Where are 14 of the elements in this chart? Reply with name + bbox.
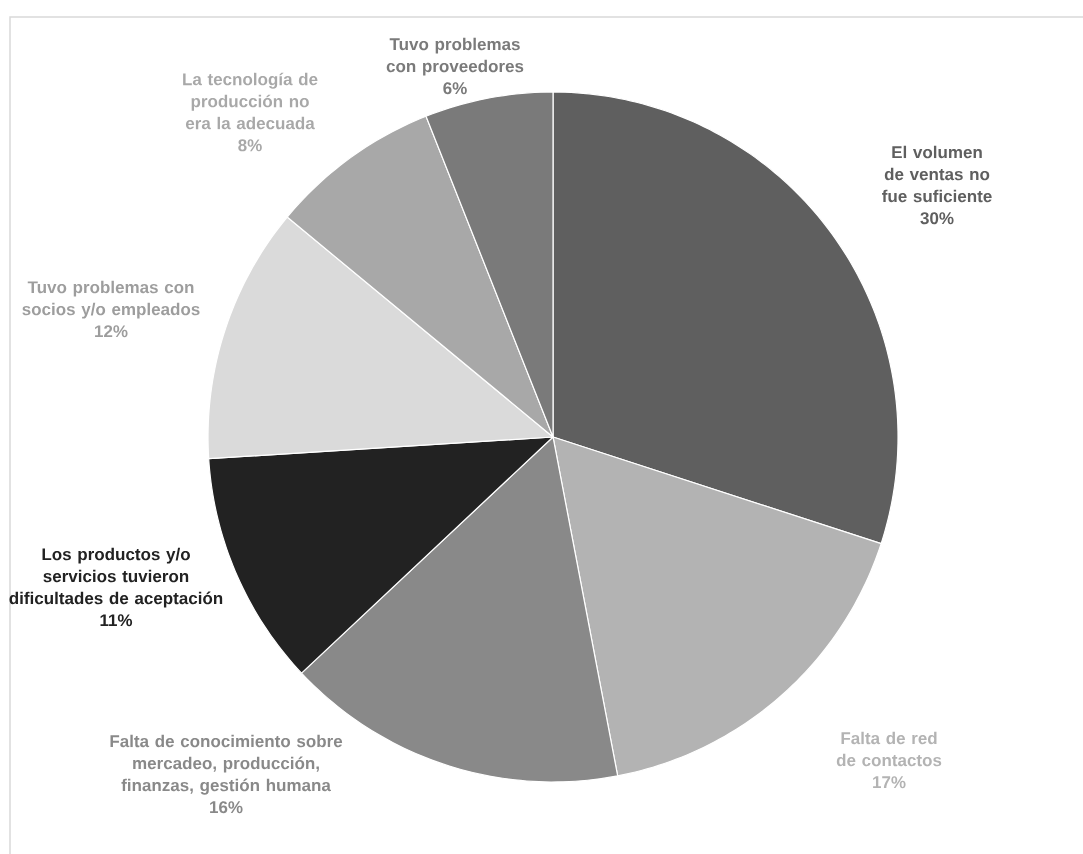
slice-label: Falta de red de contactos [836, 731, 942, 767]
data-label: 12% [95, 325, 128, 338]
slice-label: Los productos y/o servicios tuvieron dificultades de aceptación [9, 547, 223, 608]
data-label: 17% [873, 776, 906, 789]
slice-label: Tuvo problemas con proveedores [386, 37, 524, 76]
slice-label: Falta de conocimiento sobre mercadeo, producción, finanzas, gestión humana [110, 734, 343, 795]
slice-label: La tecnología de producción no era la adecuada [183, 72, 318, 130]
slice-label: El volumen de ventas no fue suficiente [882, 145, 992, 203]
slice-label: Tuvo problemas con socios y/o empleados [22, 280, 200, 319]
data-label: 8% [238, 139, 262, 152]
data-label: 16% [210, 801, 243, 814]
data-label: 30% [920, 212, 954, 225]
data-label: 6% [443, 82, 467, 95]
data-label: 11% [100, 614, 133, 627]
